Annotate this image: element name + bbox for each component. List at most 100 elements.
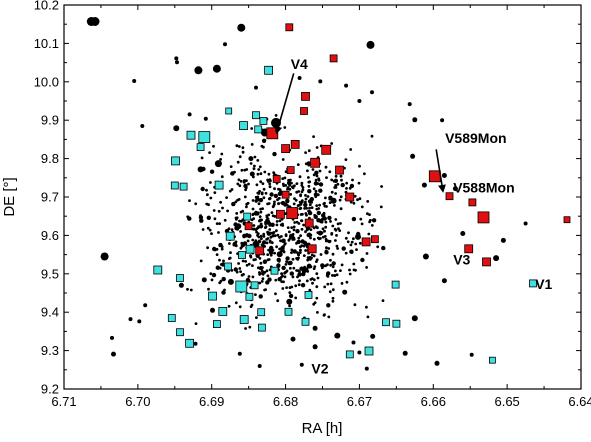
field-star-point: [253, 164, 256, 168]
red-member-point: [290, 139, 300, 149]
field-star-point: [269, 235, 273, 239]
field-star-point: [308, 288, 312, 292]
cyan-member-point: [391, 280, 400, 289]
field-star-point: [239, 246, 243, 250]
y-tick-label: 9.2: [41, 382, 59, 397]
field-star-point: [235, 144, 239, 148]
field-star-point: [255, 211, 260, 216]
field-star-point: [219, 200, 223, 204]
field-star-point: [333, 204, 336, 207]
field-star-point: [290, 285, 294, 289]
field-star-point: [324, 165, 328, 169]
field-star-point: [235, 212, 239, 215]
field-star-point: [303, 202, 308, 208]
field-star-point: [440, 118, 445, 123]
field-star-point: [212, 144, 215, 148]
field-star-point: [308, 206, 311, 210]
cyan-member-point: [392, 319, 401, 328]
field-star-point: [292, 225, 296, 229]
field-star-point: [242, 179, 246, 182]
field-star-point: [441, 173, 447, 178]
field-star-point: [310, 206, 314, 210]
field-star-point: [335, 234, 338, 237]
field-star-point: [258, 257, 262, 260]
field-star-point: [206, 215, 211, 220]
x-tick-label: 6.69: [199, 394, 224, 409]
field-star-point: [295, 229, 300, 234]
field-star-point: [236, 160, 240, 164]
field-star-point: [262, 187, 266, 191]
field-star-point: [272, 171, 276, 175]
field-star-point: [214, 160, 222, 168]
field-star-point: [312, 173, 316, 177]
field-star-point: [333, 186, 337, 189]
field-star-point: [222, 259, 225, 263]
field-star-point: [175, 60, 179, 65]
field-star-point: [360, 222, 364, 226]
annotation-layer: V4 V589Mon V588Mon V3 V1 V2: [274, 56, 553, 376]
field-star-point: [314, 225, 318, 229]
field-star-point: [281, 177, 285, 181]
field-star-point: [288, 291, 292, 294]
field-star-point: [288, 184, 291, 187]
field-star-point: [365, 305, 368, 309]
field-star-point: [315, 146, 319, 149]
field-star-point: [304, 197, 308, 201]
field-star-point: [381, 245, 386, 251]
field-star-point: [316, 311, 319, 314]
y-tick-label: 10.1: [34, 36, 59, 51]
field-star-point: [259, 180, 263, 184]
field-star-point: [248, 156, 254, 162]
field-star-point: [209, 181, 212, 184]
cyan-member-point: [254, 125, 263, 134]
field-star-point: [199, 214, 202, 218]
field-star-point: [298, 251, 302, 255]
field-star-point: [259, 207, 262, 211]
field-star-point: [247, 182, 250, 186]
field-star-point: [238, 267, 242, 270]
field-star-point: [262, 259, 268, 264]
field-star-point: [225, 196, 229, 200]
field-star-point: [286, 187, 289, 191]
field-star-point: [260, 237, 263, 241]
field-star-point: [304, 162, 308, 166]
field-star-point: [173, 125, 180, 132]
field-star-point: [267, 197, 271, 201]
field-star-point: [251, 199, 255, 202]
y-tick-label: 9.9: [41, 113, 59, 128]
field-star-point: [111, 351, 116, 357]
field-star-point: [245, 205, 248, 209]
field-star-point: [274, 114, 278, 117]
cyan-member-point: [250, 281, 259, 290]
field-star-point: [357, 181, 361, 185]
field-star-point: [270, 222, 275, 227]
field-star-point: [327, 215, 332, 221]
field-star-point: [265, 269, 269, 273]
field-star-point: [212, 246, 217, 252]
field-star-point: [200, 186, 205, 192]
field-star-point: [338, 198, 342, 202]
field-star-point: [284, 270, 288, 274]
field-star-point: [284, 234, 288, 238]
field-star-point: [316, 276, 320, 280]
field-star-point: [356, 198, 359, 202]
field-star-point: [256, 234, 259, 237]
field-star-point: [337, 227, 340, 231]
field-star-point: [266, 230, 269, 234]
field-star-point: [290, 251, 293, 255]
cyan-member-point: [212, 320, 221, 329]
field-star-point: [254, 85, 258, 90]
field-star-point: [288, 266, 292, 270]
cyan-member-point: [259, 117, 268, 125]
field-star-point: [230, 171, 235, 176]
red-member-point: [266, 127, 279, 140]
field-star-point: [342, 289, 348, 295]
field-star-point: [323, 204, 327, 208]
annotation-label: V1: [535, 276, 552, 292]
field-star-point: [296, 251, 299, 255]
field-star-point: [297, 253, 301, 257]
field-star-point: [187, 112, 192, 117]
field-star-point: [299, 362, 304, 367]
field-star-point: [257, 239, 261, 243]
field-star-point: [290, 226, 294, 230]
